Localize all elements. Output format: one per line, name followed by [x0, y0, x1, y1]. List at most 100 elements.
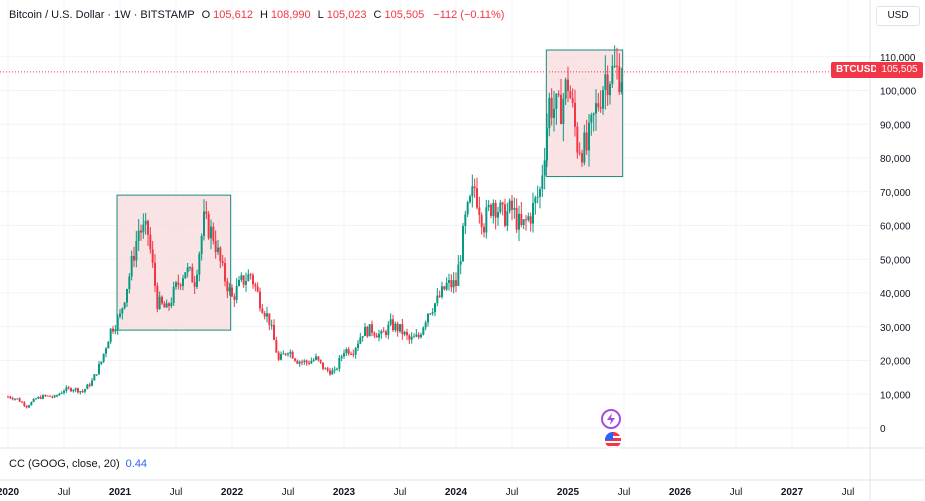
time-tick-label: Jul	[394, 487, 407, 498]
candle-down	[214, 240, 217, 253]
candle-up	[420, 334, 422, 338]
candle-down	[578, 152, 581, 154]
time-tick-label: 2020	[0, 487, 20, 498]
time-tick-label: Jul	[730, 487, 743, 498]
candle-up	[28, 405, 30, 408]
candle-up	[499, 202, 502, 213]
candle-up	[471, 186, 474, 197]
candle-down	[618, 66, 621, 93]
candle-down	[191, 267, 194, 283]
candle-up	[95, 374, 98, 376]
lightning-event-icon[interactable]	[601, 409, 621, 429]
candle-down	[375, 335, 378, 338]
candle-up	[200, 236, 203, 254]
currency-button[interactable]: USD	[876, 6, 920, 26]
candle-up	[63, 390, 65, 393]
close-value: 105,505	[384, 9, 425, 21]
candle-down	[133, 255, 135, 261]
candle-up	[310, 360, 313, 364]
candle-up	[424, 322, 427, 328]
candle-down	[275, 340, 278, 353]
candle-down	[242, 275, 245, 285]
candle-up	[60, 392, 63, 394]
candle-down	[151, 249, 154, 263]
candle-up	[604, 74, 607, 90]
candle-down	[529, 216, 532, 224]
candle-up	[354, 347, 357, 355]
last-price-tag: 105,505	[876, 62, 923, 78]
candle-up	[592, 113, 595, 115]
price-tick-label: 90,000	[880, 120, 911, 131]
candle-up	[175, 282, 177, 287]
candle-up	[105, 348, 107, 354]
candle-down	[25, 405, 28, 408]
candle-up	[315, 356, 317, 360]
candle-down	[11, 398, 14, 400]
candle-up	[410, 336, 413, 340]
candle-down	[168, 303, 170, 307]
indicator-legend[interactable]: CC (GOOG, close, 20) 0.44	[9, 458, 147, 470]
candle-down	[550, 97, 553, 118]
candle-up	[189, 267, 191, 269]
candle-up	[487, 204, 490, 208]
candle-up	[595, 103, 597, 114]
candle-up	[508, 200, 511, 212]
candle-down	[480, 215, 483, 227]
candle-down	[156, 285, 159, 309]
candle-up	[464, 214, 467, 227]
candle-up	[119, 313, 121, 317]
candle-down	[77, 388, 79, 393]
candle-up	[357, 343, 359, 348]
candle-up	[58, 393, 61, 396]
candle-up	[534, 197, 537, 204]
price-tick-label: 50,000	[880, 255, 911, 266]
candle-up	[331, 370, 334, 375]
candle-down	[599, 107, 602, 109]
candle-down	[49, 395, 51, 397]
candle-up	[583, 132, 586, 163]
candle-down	[438, 295, 441, 297]
candle-up	[247, 274, 250, 282]
candle-up	[79, 391, 82, 393]
candle-up	[184, 272, 187, 279]
candle-down	[256, 286, 259, 292]
time-tick-label: 2027	[781, 487, 804, 498]
candle-down	[161, 296, 163, 304]
candle-down	[226, 281, 229, 292]
candle-up	[394, 323, 397, 331]
candle-up	[539, 189, 541, 197]
candle-up	[364, 326, 366, 337]
candle-down	[616, 65, 618, 67]
candle-up	[116, 316, 119, 330]
candle-down	[231, 287, 233, 297]
candle-down	[352, 353, 355, 355]
candle-up	[361, 336, 364, 338]
candle-up	[620, 82, 623, 93]
candle-down	[179, 284, 182, 286]
candle-up	[210, 226, 212, 239]
time-tick-label: Jul	[842, 487, 855, 498]
candle-down	[326, 368, 329, 371]
symbol-title[interactable]: Bitcoin / U.S. Dollar · 1W · BITSTAMP	[9, 9, 195, 21]
candle-down	[396, 323, 399, 332]
candle-down	[296, 360, 299, 364]
us-flag-event-icon[interactable]	[603, 430, 623, 450]
candle-down	[574, 102, 576, 127]
candle-up	[14, 398, 16, 400]
candle-up	[144, 220, 147, 225]
candle-up	[93, 374, 96, 381]
candle-up	[536, 196, 539, 198]
candle-down	[18, 398, 21, 402]
candle-down	[46, 395, 49, 397]
candle-down	[322, 362, 324, 369]
candle-up	[338, 357, 341, 369]
candle-down	[88, 384, 91, 386]
candle-down	[7, 396, 9, 398]
candle-down	[273, 324, 275, 341]
candle-down	[263, 313, 266, 317]
candle-up	[109, 328, 112, 342]
open-label: O	[201, 9, 211, 21]
candle-down	[455, 280, 457, 287]
candle-down	[147, 220, 149, 235]
